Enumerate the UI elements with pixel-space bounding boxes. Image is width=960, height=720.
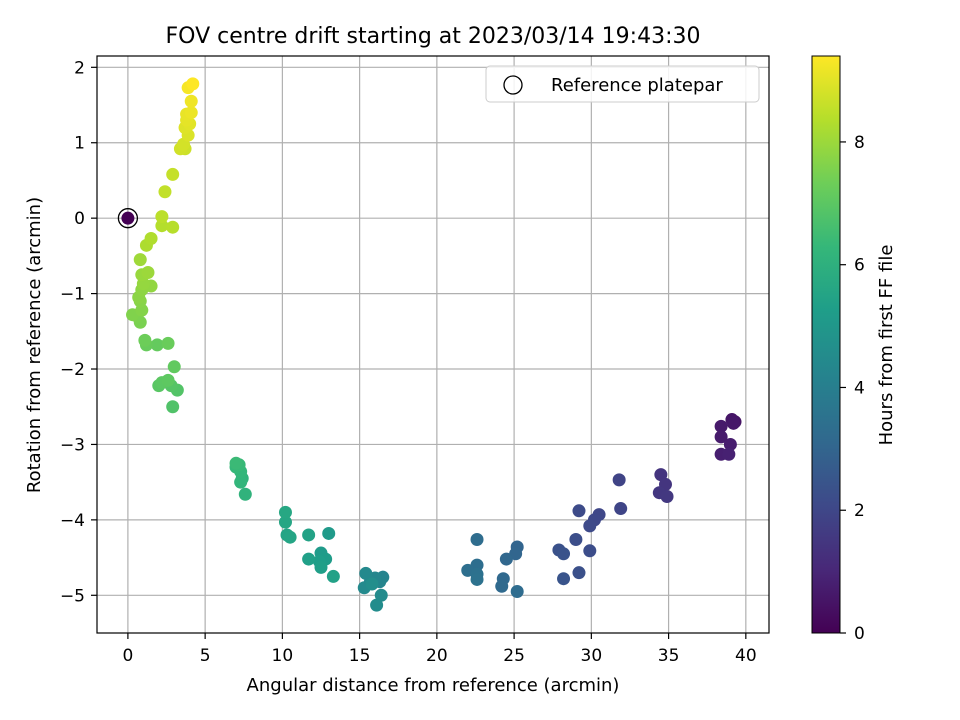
x-tick-label: 25 xyxy=(503,646,525,666)
data-point xyxy=(155,210,169,224)
data-point xyxy=(359,566,373,580)
data-point xyxy=(326,569,340,583)
data-point xyxy=(569,532,583,546)
colorbar-tick-label: 8 xyxy=(854,133,865,153)
data-point xyxy=(499,552,513,566)
reference-circle xyxy=(117,208,139,229)
x-tick-label: 0 xyxy=(122,646,133,666)
colorbar-tick-label: 0 xyxy=(854,624,865,644)
x-tick-label: 5 xyxy=(200,646,211,666)
x-axis-ticks: 0 5 10 15 20 25 30 35 40 xyxy=(122,633,757,666)
data-point xyxy=(229,456,243,470)
data-point xyxy=(722,447,736,461)
data-point xyxy=(141,265,155,279)
y-axis-ticks: −5 −4 −3 −2 −1 0 1 2 xyxy=(60,58,97,606)
data-point xyxy=(572,504,586,518)
data-point xyxy=(726,416,740,430)
colorbar-tick-label: 2 xyxy=(854,501,865,521)
data-point xyxy=(158,185,172,199)
data-point xyxy=(557,547,571,561)
x-tick-label: 40 xyxy=(735,646,757,666)
data-point xyxy=(121,211,135,225)
data-point xyxy=(184,94,198,108)
data-point xyxy=(557,572,571,586)
data-point xyxy=(184,106,198,120)
data-point xyxy=(166,220,180,234)
data-point xyxy=(583,519,597,533)
colorbar-label: Hours from first FF file xyxy=(876,245,897,446)
y-axis-label: Rotation from reference (arcmin) xyxy=(24,197,45,493)
data-point xyxy=(470,532,484,546)
x-tick-label: 30 xyxy=(581,646,603,666)
colorbar-ticks: 0 2 4 6 8 xyxy=(840,133,865,644)
data-point xyxy=(302,528,316,542)
data-point xyxy=(723,437,737,451)
data-point xyxy=(614,502,628,516)
y-tick-label: −1 xyxy=(60,285,85,305)
data-point xyxy=(583,544,597,558)
data-point xyxy=(370,598,384,612)
grid-lines xyxy=(97,56,769,633)
legend-box xyxy=(485,65,760,103)
data-point xyxy=(144,232,158,246)
y-tick-label: 0 xyxy=(74,209,85,229)
data-point xyxy=(155,219,169,233)
y-tick-label: −2 xyxy=(60,360,85,380)
chart-title: FOV centre drift starting at 2023/03/14 … xyxy=(166,24,701,49)
data-point xyxy=(278,505,292,519)
data-point xyxy=(365,577,379,591)
colorbar: 0 2 4 6 8 Hours from first FF file xyxy=(811,55,897,644)
x-tick-label: 10 xyxy=(272,646,294,666)
x-tick-label: 20 xyxy=(426,646,448,666)
y-tick-label: 1 xyxy=(74,134,85,154)
legend: Reference platepar xyxy=(485,65,760,103)
y-tick-label: −5 xyxy=(60,586,85,606)
data-point xyxy=(238,487,252,501)
data-point xyxy=(714,430,728,444)
data-point xyxy=(166,167,180,181)
legend-marker-icon xyxy=(503,75,523,95)
data-point xyxy=(612,473,626,487)
y-tick-label: 2 xyxy=(74,58,85,78)
data-point xyxy=(660,489,674,503)
data-point xyxy=(470,572,484,586)
data-point xyxy=(314,560,328,574)
reference-marker xyxy=(117,208,139,229)
data-point xyxy=(654,468,668,482)
colorbar-tick-label: 4 xyxy=(854,378,865,398)
colorbar-gradient xyxy=(811,55,841,634)
data-point xyxy=(138,333,152,347)
data-point xyxy=(186,77,200,91)
data-point xyxy=(278,515,292,529)
y-tick-label: −4 xyxy=(60,511,85,531)
data-point xyxy=(495,579,509,593)
data-point xyxy=(161,373,175,387)
x-axis-label: Angular distance from reference (arcmin) xyxy=(247,675,620,696)
data-point xyxy=(322,526,336,540)
data-point xyxy=(150,338,164,352)
data-point xyxy=(133,253,147,267)
colorbar-tick-label: 6 xyxy=(854,256,865,276)
y-tick-label: −3 xyxy=(60,435,85,455)
data-points xyxy=(121,77,742,612)
x-tick-label: 35 xyxy=(658,646,680,666)
data-point xyxy=(283,530,297,544)
data-point xyxy=(166,400,180,414)
data-point xyxy=(714,419,728,433)
legend-entry-reference: Reference platepar xyxy=(551,75,723,96)
plot-frame xyxy=(96,55,770,634)
data-point xyxy=(167,360,181,374)
data-point xyxy=(374,588,388,602)
x-tick-label: 15 xyxy=(349,646,371,666)
data-point xyxy=(572,566,586,580)
data-point xyxy=(302,552,316,566)
data-point xyxy=(510,585,524,599)
data-point xyxy=(161,336,175,350)
data-point xyxy=(234,475,248,489)
